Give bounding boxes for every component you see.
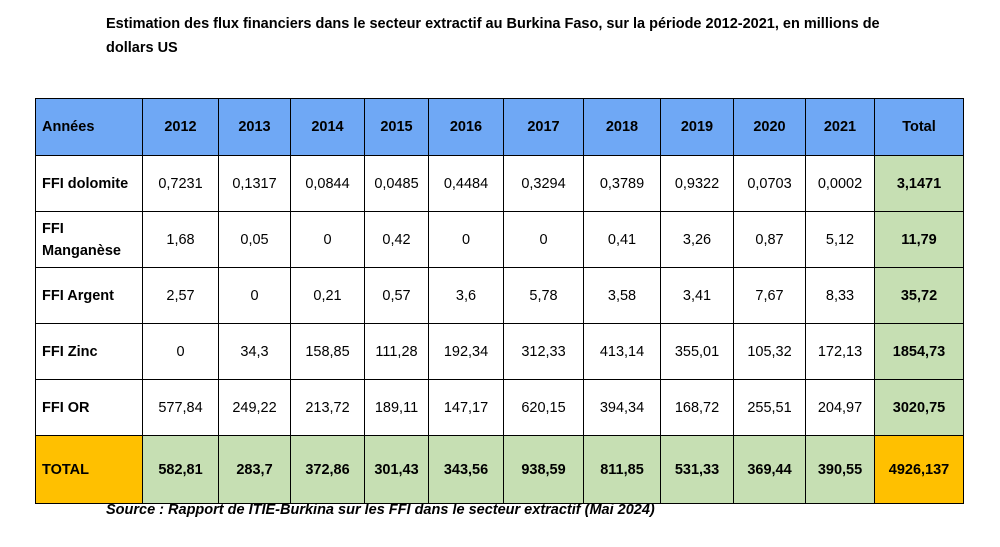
- table-row: FFI Argent 2,57 0 0,21 0,57 3,6 5,78 3,58 3,41 7,…: [35, 267, 964, 324]
- value-cell: 0: [218, 267, 291, 324]
- value-cell: 413,14: [583, 323, 661, 380]
- row-label: FFI dolomite: [35, 155, 143, 212]
- value-cell: 168,72: [660, 379, 734, 436]
- value-cell: 0: [428, 211, 504, 268]
- header-row: Années 2012 2013 2014 2015 2016 2017 201…: [35, 98, 964, 156]
- value-cell: 204,97: [805, 379, 875, 436]
- header-year-cell: 2015: [364, 98, 429, 156]
- value-cell: 172,13: [805, 323, 875, 380]
- row-label: FFI Manganèse: [35, 211, 143, 268]
- value-cell: 0,1317: [218, 155, 291, 212]
- header-year-cell: 2020: [733, 98, 806, 156]
- value-cell: 577,84: [142, 379, 219, 436]
- value-cell: 34,3: [218, 323, 291, 380]
- value-cell: 213,72: [290, 379, 365, 436]
- source-note: Source : Rapport de ITIE-Burkina sur les…: [106, 502, 655, 518]
- total-cell: 811,85: [583, 435, 661, 504]
- value-cell: 620,15: [503, 379, 584, 436]
- value-cell: 255,51: [733, 379, 806, 436]
- value-cell: 147,17: [428, 379, 504, 436]
- total-cell: 369,44: [733, 435, 806, 504]
- value-cell: 0: [503, 211, 584, 268]
- value-cell: 249,22: [218, 379, 291, 436]
- value-cell: 0,41: [583, 211, 661, 268]
- value-cell: 0,0703: [733, 155, 806, 212]
- value-cell: 0,9322: [660, 155, 734, 212]
- table-row: FFI Manganèse 1,68 0,05 0 0,42 0 0 0,41 3,26 0,87…: [35, 211, 964, 268]
- row-total-cell: 3020,75: [874, 379, 964, 436]
- value-cell: 312,33: [503, 323, 584, 380]
- header-year-cell: 2021: [805, 98, 875, 156]
- header-year-cell: 2013: [218, 98, 291, 156]
- table-body: FFI dolomite 0,7231 0,1317 0,0844 0,0485 0,44…: [35, 155, 964, 504]
- header-year-cell: 2017: [503, 98, 584, 156]
- value-cell: 7,67: [733, 267, 806, 324]
- row-label: FFI Argent: [35, 267, 143, 324]
- header-year-cell: 2016: [428, 98, 504, 156]
- value-cell: 0,0002: [805, 155, 875, 212]
- value-cell: 1,68: [142, 211, 219, 268]
- total-cell: 343,56: [428, 435, 504, 504]
- header-year-cell: 2018: [583, 98, 661, 156]
- value-cell: 105,32: [733, 323, 806, 380]
- total-row-label: TOTAL: [35, 435, 143, 504]
- total-cell: 283,7: [218, 435, 291, 504]
- value-cell: 158,85: [290, 323, 365, 380]
- total-cell: 390,55: [805, 435, 875, 504]
- value-cell: 0: [142, 323, 219, 380]
- value-cell: 3,58: [583, 267, 661, 324]
- value-cell: 0: [290, 211, 365, 268]
- value-cell: 0,7231: [142, 155, 219, 212]
- value-cell: 394,34: [583, 379, 661, 436]
- total-cell: 301,43: [364, 435, 429, 504]
- value-cell: 192,34: [428, 323, 504, 380]
- row-label: FFI Zinc: [35, 323, 143, 380]
- table-row: FFI dolomite 0,7231 0,1317 0,0844 0,0485 0,44…: [35, 155, 964, 212]
- row-total-cell: 1854,73: [874, 323, 964, 380]
- grand-total-cell: 4926,137: [874, 435, 964, 504]
- value-cell: 189,11: [364, 379, 429, 436]
- value-cell: 355,01: [660, 323, 734, 380]
- value-cell: 2,57: [142, 267, 219, 324]
- value-cell: 5,12: [805, 211, 875, 268]
- table-row: FFI OR 577,84 249,22 213,72 189,11 147,17 620,…: [35, 379, 964, 436]
- value-cell: 3,26: [660, 211, 734, 268]
- table-title: Estimation des flux financiers dans le s…: [106, 16, 880, 56]
- value-cell: 0,42: [364, 211, 429, 268]
- value-cell: 5,78: [503, 267, 584, 324]
- header-label-cell: Années: [35, 98, 143, 156]
- value-cell: 3,6: [428, 267, 504, 324]
- value-cell: 0,05: [218, 211, 291, 268]
- value-cell: 0,87: [733, 211, 806, 268]
- total-cell: 372,86: [290, 435, 365, 504]
- value-cell: 0,57: [364, 267, 429, 324]
- header-year-cell: 2019: [660, 98, 734, 156]
- value-cell: 0,21: [290, 267, 365, 324]
- row-label: FFI OR: [35, 379, 143, 436]
- row-total-cell: 11,79: [874, 211, 964, 268]
- total-cell: 582,81: [142, 435, 219, 504]
- row-total-cell: 3,1471: [874, 155, 964, 212]
- header-total-cell: Total: [874, 98, 964, 156]
- value-cell: 111,28: [364, 323, 429, 380]
- value-cell: 0,3294: [503, 155, 584, 212]
- value-cell: 0,0485: [364, 155, 429, 212]
- value-cell: 3,41: [660, 267, 734, 324]
- table-row: FFI Zinc 0 34,3 158,85 111,28 192,34 312,33 413…: [35, 323, 964, 380]
- total-row: TOTAL 582,81 283,7 372,86 301,43 343,56 …: [35, 435, 964, 504]
- row-total-cell: 35,72: [874, 267, 964, 324]
- total-cell: 938,59: [503, 435, 584, 504]
- value-cell: 0,3789: [583, 155, 661, 212]
- value-cell: 0,0844: [290, 155, 365, 212]
- header-year-cell: 2012: [142, 98, 219, 156]
- total-cell: 531,33: [660, 435, 734, 504]
- value-cell: 8,33: [805, 267, 875, 324]
- header-year-cell: 2014: [290, 98, 365, 156]
- financial-flows-table: Années 2012 2013 2014 2015 2016 2017 201…: [35, 98, 964, 504]
- value-cell: 0,4484: [428, 155, 504, 212]
